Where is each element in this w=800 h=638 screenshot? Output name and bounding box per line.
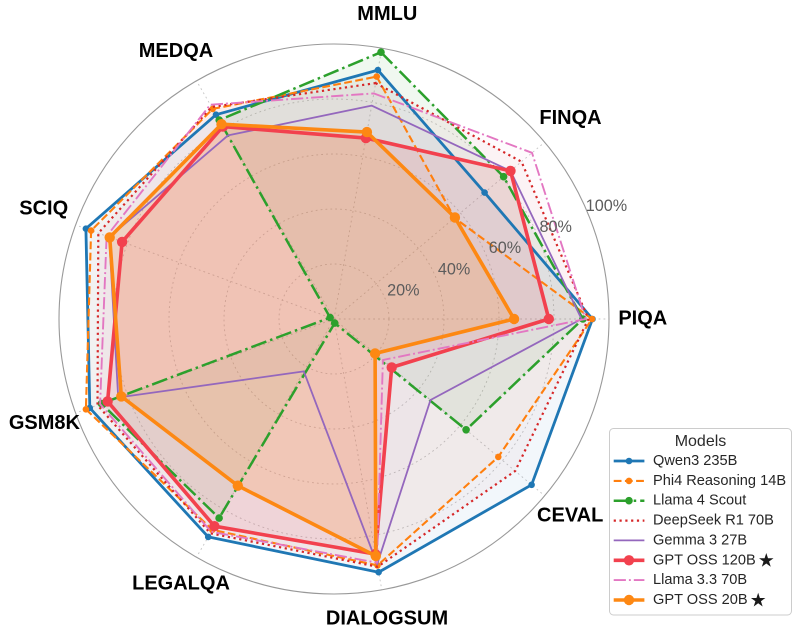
svg-text:Llama 4 Scout: Llama 4 Scout	[653, 493, 746, 509]
svg-text:80%: 80%	[539, 218, 571, 236]
svg-text:CEVAL: CEVAL	[537, 505, 603, 527]
svg-text:DIALOGSUM: DIALOGSUM	[326, 607, 448, 629]
svg-text:PIQA: PIQA	[618, 307, 667, 329]
svg-text:60%: 60%	[489, 239, 521, 257]
svg-text:LEGALQA: LEGALQA	[132, 573, 230, 595]
svg-text:MMLU: MMLU	[357, 3, 417, 25]
svg-text:Llama 3.3 70B: Llama 3.3 70B	[653, 572, 747, 588]
svg-text:20%: 20%	[387, 281, 419, 299]
svg-text:100%: 100%	[586, 197, 627, 215]
svg-text:Models: Models	[675, 433, 727, 450]
svg-text:MEDQA: MEDQA	[139, 40, 213, 62]
svg-text:DeepSeek R1 70B: DeepSeek R1 70B	[653, 513, 774, 529]
svg-text:GSM8K: GSM8K	[9, 412, 81, 434]
svg-text:Phi4 Reasoning 14B: Phi4 Reasoning 14B	[653, 473, 786, 489]
svg-text:Qwen3 235B: Qwen3 235B	[653, 453, 737, 469]
svg-text:GPT OSS 20B: GPT OSS 20B	[653, 592, 748, 608]
svg-text:Gemma 3 27B: Gemma 3 27B	[653, 532, 747, 548]
svg-text:SCIQ: SCIQ	[19, 198, 68, 220]
svg-text:FINQA: FINQA	[539, 107, 601, 129]
svg-text:40%: 40%	[438, 260, 470, 278]
svg-text:GPT OSS 120B: GPT OSS 120B	[653, 552, 756, 568]
